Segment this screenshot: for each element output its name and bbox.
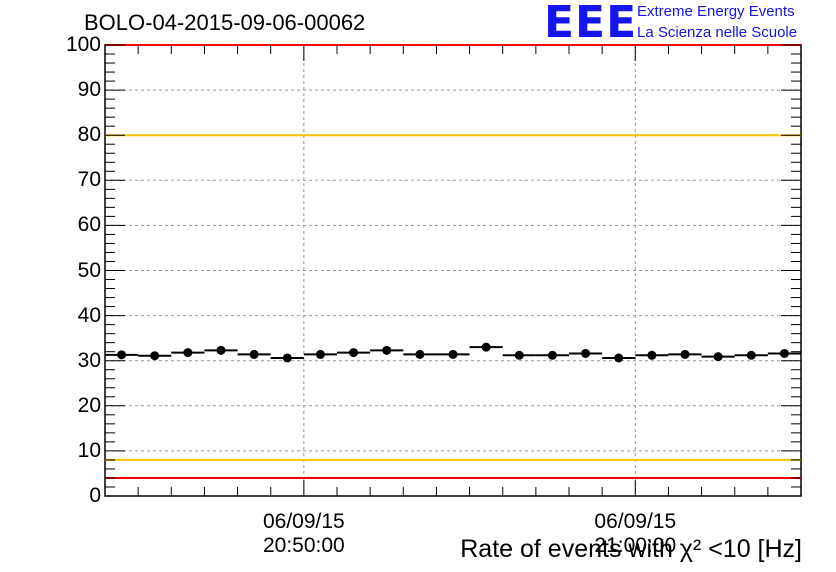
data-point xyxy=(349,348,359,358)
x-tick-date: 06/09/15 xyxy=(594,510,677,533)
data-point xyxy=(282,353,292,363)
y-tick-label: 100 xyxy=(65,33,101,56)
y-tick-label: 70 xyxy=(77,168,101,192)
y-tick-label: 50 xyxy=(77,258,101,282)
grid-lines xyxy=(105,45,801,496)
data-point xyxy=(713,352,723,362)
y-tick-label: 30 xyxy=(77,348,101,372)
data-point xyxy=(746,350,756,360)
data-point xyxy=(183,348,193,358)
logo-text-line2: La Scienza nelle Scuole xyxy=(637,24,798,41)
data-point xyxy=(216,345,226,355)
data-point xyxy=(249,349,259,359)
chart-title: BOLO-04-2015-09-06-00062 xyxy=(84,10,366,35)
data-point xyxy=(415,349,425,359)
x-tick-time: 20:50:00 xyxy=(262,534,345,557)
data-point xyxy=(150,351,160,361)
data-point xyxy=(547,350,557,360)
data-point xyxy=(481,342,491,352)
data-point xyxy=(117,350,127,360)
data-points xyxy=(105,342,801,363)
data-point xyxy=(680,349,690,359)
data-point xyxy=(779,348,789,358)
x-tick-label: 06/09/15 21:00:00 xyxy=(555,510,715,558)
y-tick-label: 10 xyxy=(77,438,101,462)
y-tick-label: 0 xyxy=(89,484,101,507)
y-tick-label: 90 xyxy=(77,78,101,102)
data-point xyxy=(647,350,657,360)
x-tick-date: 06/09/15 xyxy=(262,510,345,533)
y-tick-label: 80 xyxy=(77,123,101,147)
data-point xyxy=(614,353,624,363)
eee-logo-mark: EEE xyxy=(544,0,638,48)
data-point xyxy=(581,348,591,358)
x-tick-label: 06/09/15 20:50:00 xyxy=(224,510,384,558)
y-tick-label: 20 xyxy=(77,393,101,417)
x-tick-time: 21:00:00 xyxy=(594,534,677,557)
x-axis-label: Rate of events with χ² <10 [Hz] xyxy=(460,535,802,563)
logo-text-line1: Extreme Energy Events xyxy=(637,3,795,20)
axis-ticks xyxy=(104,44,802,497)
reference-lines xyxy=(105,44,801,479)
data-point xyxy=(514,350,524,360)
y-tick-label: 60 xyxy=(77,213,101,237)
data-point xyxy=(315,349,325,359)
y-tick-label: 40 xyxy=(77,303,101,327)
data-point xyxy=(382,345,392,355)
data-point xyxy=(448,349,458,359)
